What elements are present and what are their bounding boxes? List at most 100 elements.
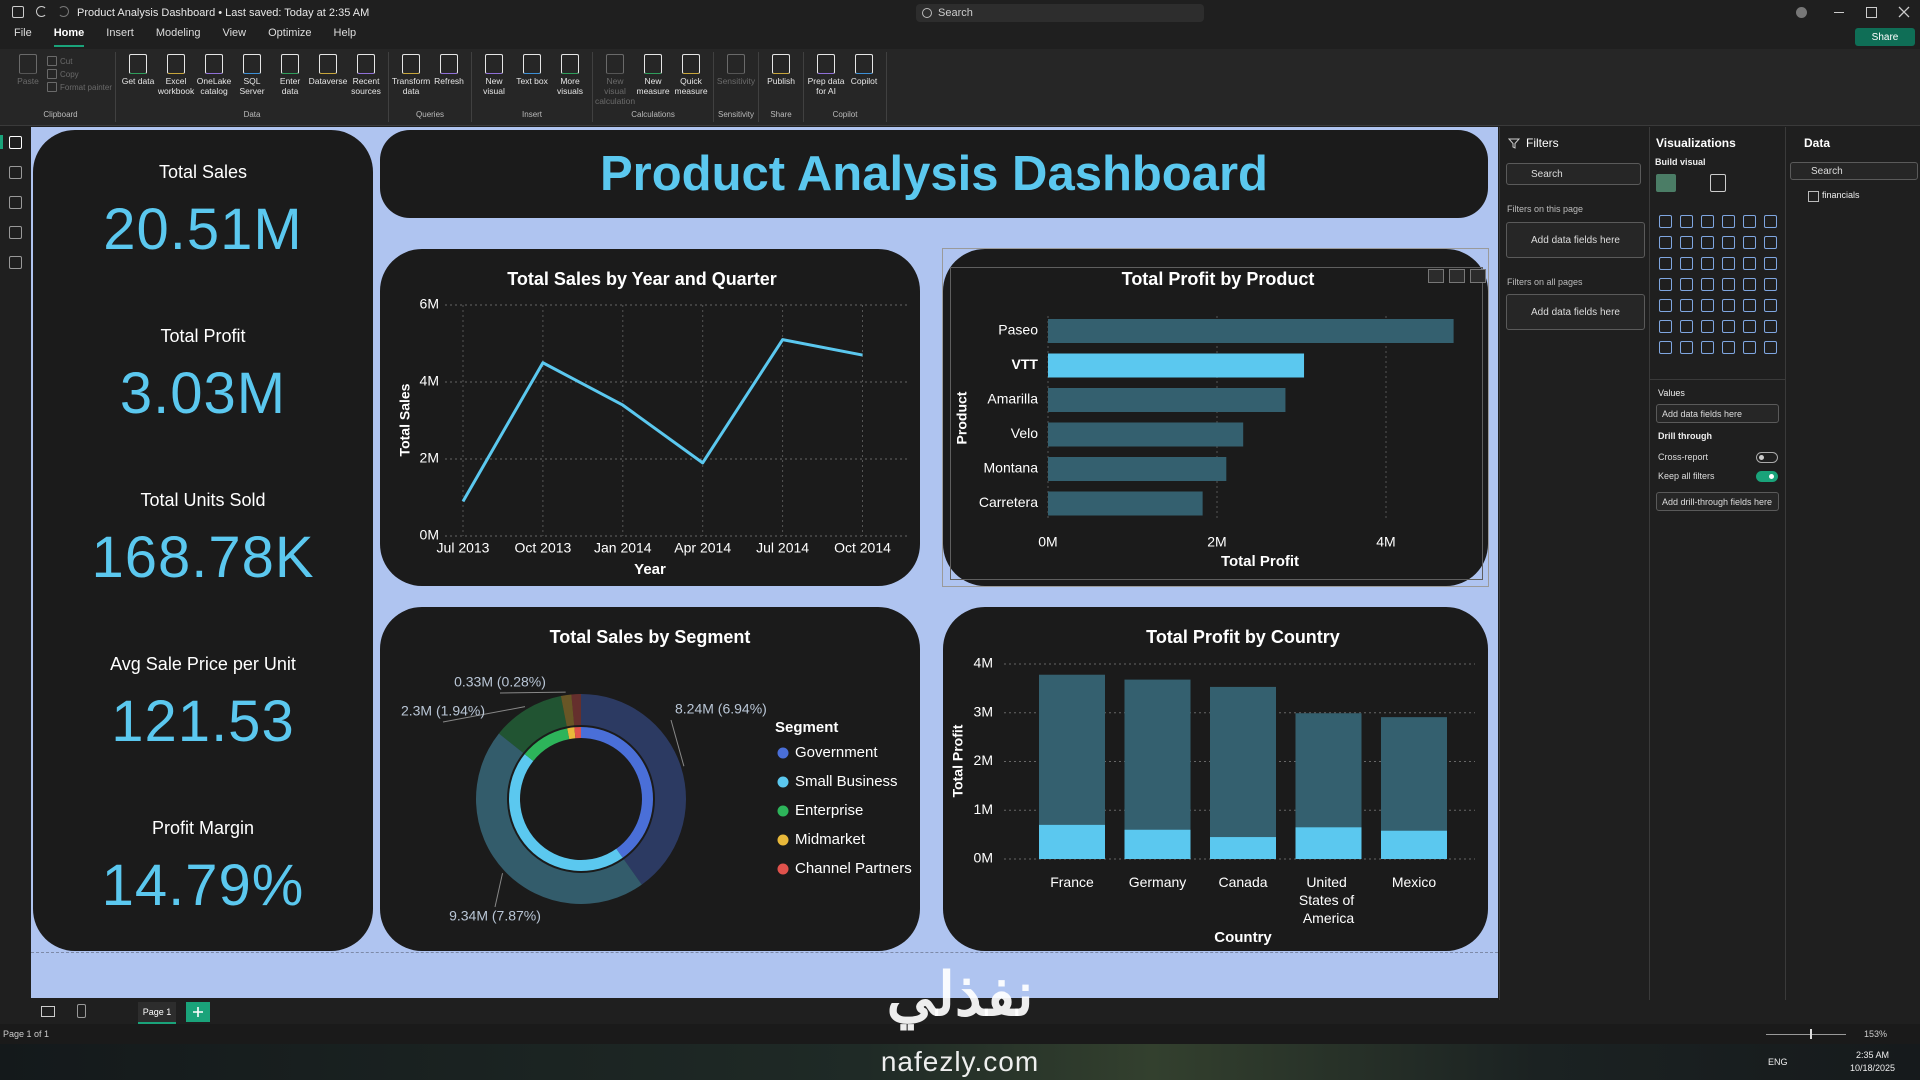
visual-type-icon[interactable]	[1764, 278, 1777, 291]
visual-type-icon[interactable]	[1701, 236, 1714, 249]
account-avatar[interactable]	[1796, 7, 1807, 18]
nav-icon[interactable]	[9, 226, 22, 239]
ribbon-button[interactable]: Excel workbook	[157, 52, 195, 96]
ribbon-button[interactable]: OneLake catalog	[195, 52, 233, 96]
visual-type-icon[interactable]	[1701, 341, 1714, 354]
drop-zone[interactable]: Add drill-through fields here	[1656, 492, 1779, 511]
visual-type-icon[interactable]	[1722, 257, 1735, 270]
visual-type-icon[interactable]	[1764, 215, 1777, 228]
visual-type-icon[interactable]	[1722, 320, 1735, 333]
visual-type-icon[interactable]	[1764, 320, 1777, 333]
visual-type-icon[interactable]	[1659, 257, 1672, 270]
visual-type-icon[interactable]	[1701, 257, 1714, 270]
drop-zone[interactable]: Add data fields here	[1656, 404, 1779, 423]
page-tab[interactable]: Page 1	[138, 1002, 176, 1024]
menu-item[interactable]: Insert	[106, 27, 134, 39]
close-button[interactable]	[1898, 5, 1910, 18]
ribbon-button[interactable]: More visuals	[551, 52, 589, 96]
menu-item[interactable]: Optimize	[268, 27, 312, 39]
visual-type-icon[interactable]	[1680, 299, 1693, 312]
visual-type-icon[interactable]	[1656, 174, 1676, 192]
ribbon-button[interactable]: New visual	[475, 52, 513, 96]
visual-type-icon[interactable]	[1701, 299, 1714, 312]
zoom-slider[interactable]	[1766, 1034, 1846, 1035]
visual-type-icon[interactable]	[1743, 215, 1756, 228]
redo-icon[interactable]	[58, 6, 69, 17]
visual-type-icon[interactable]	[1659, 341, 1672, 354]
ribbon-button[interactable]: Text box	[513, 52, 551, 86]
menu-item[interactable]: Help	[333, 27, 357, 39]
visual-type-icon[interactable]	[1743, 320, 1756, 333]
mobile-view-icon[interactable]	[77, 1004, 86, 1018]
data-search[interactable]: Search	[1790, 162, 1918, 180]
visual-type-icon[interactable]	[1722, 299, 1735, 312]
visual-type-icon[interactable]	[1680, 320, 1693, 333]
visual-type-icon[interactable]	[1680, 278, 1693, 291]
filter-search[interactable]: Search	[1506, 163, 1641, 185]
add-page-button[interactable]	[186, 1002, 210, 1022]
visual-header-button[interactable]	[1470, 269, 1486, 283]
visual-type-icon[interactable]	[1659, 299, 1672, 312]
visual-type-icon[interactable]	[1659, 320, 1672, 333]
ribbon-button[interactable]: Copilot	[845, 52, 883, 86]
visual-type-icon[interactable]	[1701, 215, 1714, 228]
menu-item[interactable]: Modeling	[155, 27, 201, 39]
desktop-view-icon[interactable]	[41, 1006, 55, 1017]
search-box[interactable]: Search	[916, 4, 1204, 22]
visual-header-button[interactable]	[1449, 269, 1465, 283]
undo-icon[interactable]	[36, 6, 47, 17]
ribbon-button[interactable]: Dataverse	[309, 52, 347, 86]
ribbon-button[interactable]: Prep data for AI	[807, 52, 845, 96]
visual-type-icon[interactable]	[1722, 278, 1735, 291]
nav-icon[interactable]	[9, 196, 22, 209]
visual-type-icon[interactable]	[1680, 215, 1693, 228]
visual-type-icon[interactable]	[1701, 278, 1714, 291]
visual-type-icon[interactable]	[1743, 341, 1756, 354]
visual-type-icon[interactable]	[1743, 257, 1756, 270]
drop-zone[interactable]: Add data fields here	[1506, 294, 1645, 330]
table-name[interactable]: financials	[1822, 190, 1860, 200]
ribbon-button[interactable]: Get data	[119, 52, 157, 86]
save-icon[interactable]	[12, 6, 24, 18]
ribbon-button[interactable]: Transform data	[392, 52, 430, 96]
visual-type-icon[interactable]	[1743, 236, 1756, 249]
visual-type-icon[interactable]	[1659, 236, 1672, 249]
nav-icon[interactable]	[9, 256, 22, 269]
ribbon-button[interactable]: Enter data	[271, 52, 309, 96]
drop-zone[interactable]: Add data fields here	[1506, 222, 1645, 258]
visual-type-icon[interactable]	[1764, 257, 1777, 270]
visual-header-button[interactable]	[1428, 269, 1444, 283]
visual-type-icon[interactable]	[1764, 341, 1777, 354]
ribbon-button[interactable]: SQL Server	[233, 52, 271, 96]
visual-type-icon[interactable]	[1722, 236, 1735, 249]
visual-type-icon[interactable]	[1701, 320, 1714, 333]
ribbon-button[interactable]: Quick measure	[672, 52, 710, 96]
visual-type-icon[interactable]	[1680, 257, 1693, 270]
visual-type-icon[interactable]	[1680, 341, 1693, 354]
visual-type-icon[interactable]	[1764, 236, 1777, 249]
visual-type-icon[interactable]	[1680, 236, 1693, 249]
visual-type-icon[interactable]	[1743, 299, 1756, 312]
ribbon-button[interactable]: Recent sources	[347, 52, 385, 96]
ribbon-button[interactable]: Sensitivity	[717, 52, 755, 86]
share-button[interactable]: Share	[1855, 28, 1915, 46]
visual-type-icon[interactable]	[1743, 278, 1756, 291]
ribbon-button[interactable]: New measure	[634, 52, 672, 96]
cross-report-toggle[interactable]	[1756, 452, 1778, 463]
menu-item[interactable]: View	[222, 27, 247, 39]
format-icon[interactable]	[1710, 174, 1726, 192]
maximize-button[interactable]	[1866, 7, 1877, 18]
minimize-button[interactable]	[1834, 12, 1844, 13]
ribbon-button[interactable]: Paste	[9, 52, 47, 86]
ribbon-small-button[interactable]: Cut	[47, 56, 112, 66]
visual-type-icon[interactable]	[1659, 278, 1672, 291]
ribbon-button[interactable]: New visual calculation	[595, 52, 635, 106]
menu-item[interactable]: File	[14, 27, 32, 39]
visual-type-icon[interactable]	[1659, 215, 1672, 228]
nav-icon[interactable]	[9, 166, 22, 179]
zoom-thumb[interactable]	[1810, 1029, 1812, 1039]
ribbon-small-button[interactable]: Format painter	[47, 82, 112, 92]
ribbon-small-button[interactable]: Copy	[47, 69, 112, 79]
visual-type-icon[interactable]	[1722, 215, 1735, 228]
ribbon-button[interactable]: Publish	[762, 52, 800, 86]
